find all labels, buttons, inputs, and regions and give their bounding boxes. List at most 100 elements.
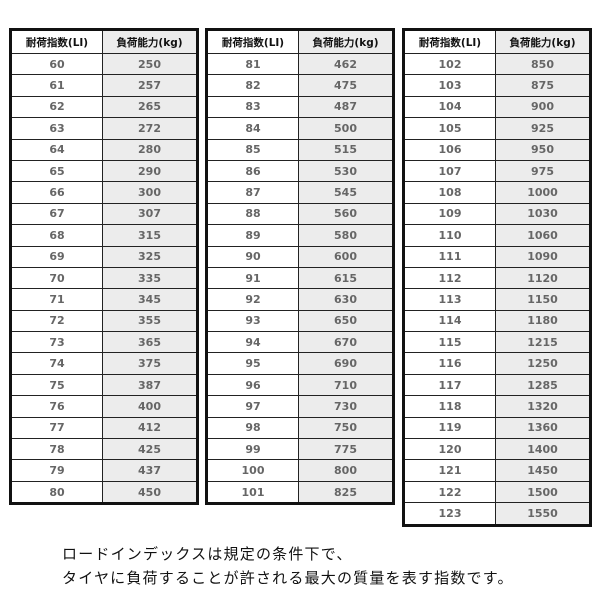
load-index-cell: 81: [206, 52, 299, 76]
table-row: 98 750: [206, 416, 394, 440]
table-row: 112 1120: [403, 266, 591, 290]
table-row: 100 800: [206, 459, 394, 482]
load-index-cell: 93: [206, 309, 299, 333]
load-capacity-cell: 730: [298, 395, 394, 418]
table-row: 68 315: [10, 224, 198, 247]
table-row: 116 1250: [403, 352, 591, 375]
table-row: 115 1215: [403, 331, 591, 354]
table-row: 101 825: [206, 480, 394, 505]
load-capacity-cell: 1180: [495, 309, 591, 333]
load-capacity-cell: 315: [102, 224, 198, 247]
load-capacity-cell: 710: [298, 373, 394, 397]
table-row: 92 630: [206, 288, 394, 311]
load-capacity-cell: 1550: [495, 502, 591, 526]
load-capacity-cell: 375: [102, 352, 198, 375]
load-index-cell: 63: [10, 117, 103, 140]
load-index-cell: 60: [10, 52, 103, 76]
load-index-cell: 98: [206, 416, 299, 440]
load-index-cell: 106: [403, 138, 496, 161]
load-index-cell: 110: [403, 224, 496, 247]
load-index-cell: 82: [206, 74, 299, 97]
load-index-cell: 73: [10, 331, 103, 354]
load-index-cell: 107: [403, 159, 496, 183]
load-index-cell: 94: [206, 331, 299, 354]
load-capacity-cell: 800: [298, 459, 394, 482]
load-index-cell: 69: [10, 245, 103, 268]
note-line-1: ロードインデックスは規定の条件下で、: [62, 545, 353, 563]
load-index-cell: 108: [403, 181, 496, 204]
load-index-cell: 121: [403, 459, 496, 482]
load-index-cell: 92: [206, 288, 299, 311]
table-row: 114 1180: [403, 309, 591, 333]
table-row: 87 545: [206, 181, 394, 204]
load-capacity-cell: 775: [298, 438, 394, 461]
load-capacity-cell: 1150: [495, 288, 591, 311]
load-index-cell: 105: [403, 117, 496, 140]
table-row: 76 400: [10, 395, 198, 418]
table-row: 81 462: [206, 52, 394, 76]
load-capacity-cell: 650: [298, 309, 394, 333]
load-index-cell: 90: [206, 245, 299, 268]
load-index-cell: 86: [206, 159, 299, 183]
load-index-cell: 91: [206, 266, 299, 290]
table-row: 110 1060: [403, 224, 591, 247]
table-row: 78 425: [10, 438, 198, 461]
load-index-cell: 77: [10, 416, 103, 440]
load-index-cell: 85: [206, 138, 299, 161]
load-index-cell: 74: [10, 352, 103, 375]
load-capacity-cell: 257: [102, 74, 198, 97]
load-index-cell: 101: [206, 480, 299, 505]
table-row: 102 850: [403, 52, 591, 76]
load-index-cell: 123: [403, 502, 496, 526]
table-row: 94 670: [206, 331, 394, 354]
load-index-cell: 109: [403, 202, 496, 226]
load-index-cell: 80: [10, 480, 103, 505]
load-capacity-cell: 280: [102, 138, 198, 161]
table-row: 70 335: [10, 266, 198, 290]
table-row: 117 1285: [403, 373, 591, 397]
table-row: 89 580: [206, 224, 394, 247]
load-index-cell: 96: [206, 373, 299, 397]
load-index-cell: 117: [403, 373, 496, 397]
load-index-cell: 111: [403, 245, 496, 268]
table-row: 93 650: [206, 309, 394, 333]
table-row: 85 515: [206, 138, 394, 161]
header-load-capacity: 負荷能力(kg): [298, 29, 394, 54]
load-index-table-2: 耐荷指数(LI) 負荷能力(kg) 81 462 82 475 83 487 84 500 85…: [205, 28, 395, 506]
load-capacity-cell: 437: [102, 459, 198, 482]
load-capacity-cell: 487: [298, 95, 394, 119]
load-index-cell: 122: [403, 480, 496, 504]
load-capacity-cell: 850: [495, 52, 591, 76]
load-capacity-cell: 1285: [495, 373, 591, 397]
load-index-cell: 95: [206, 352, 299, 375]
load-index-cell: 99: [206, 438, 299, 461]
load-capacity-cell: 325: [102, 245, 198, 268]
load-index-cell: 100: [206, 459, 299, 482]
load-capacity-cell: 307: [102, 202, 198, 226]
load-index-cell: 113: [403, 288, 496, 311]
load-capacity-cell: 545: [298, 181, 394, 204]
load-index-cell: 70: [10, 266, 103, 290]
table-row: 104 900: [403, 95, 591, 119]
load-capacity-cell: 425: [102, 438, 198, 461]
load-index-cell: 89: [206, 224, 299, 247]
table-row: 97 730: [206, 395, 394, 418]
load-capacity-cell: 825: [298, 480, 394, 505]
load-index-cell: 79: [10, 459, 103, 482]
load-capacity-cell: 1090: [495, 245, 591, 268]
table-row: 95 690: [206, 352, 394, 375]
load-capacity-cell: 560: [298, 202, 394, 226]
load-capacity-cell: 250: [102, 52, 198, 76]
table-row: 105 925: [403, 117, 591, 140]
load-capacity-cell: 1250: [495, 352, 591, 375]
load-capacity-cell: 750: [298, 416, 394, 440]
load-capacity-cell: 500: [298, 117, 394, 140]
table-row: 120 1400: [403, 438, 591, 461]
load-index-cell: 116: [403, 352, 496, 375]
table-row: 88 560: [206, 202, 394, 226]
load-capacity-cell: 1000: [495, 181, 591, 204]
load-capacity-cell: 300: [102, 181, 198, 204]
table-row: 82 475: [206, 74, 394, 97]
table-row: 123 1550: [403, 502, 591, 526]
load-capacity-cell: 1120: [495, 266, 591, 290]
